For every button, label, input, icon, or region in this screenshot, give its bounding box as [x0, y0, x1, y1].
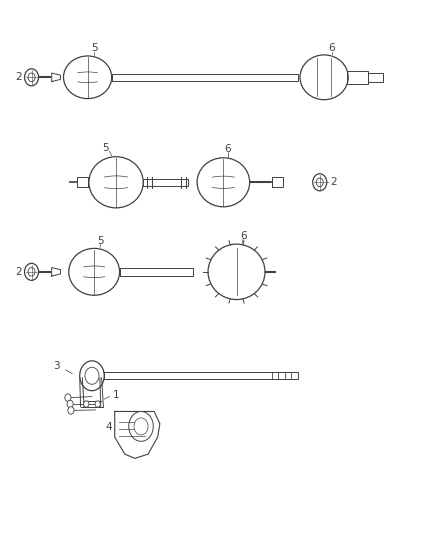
Bar	[112, 74, 298, 81]
Text: 5: 5	[97, 236, 104, 246]
Polygon shape	[272, 177, 283, 187]
Ellipse shape	[89, 157, 143, 208]
Ellipse shape	[64, 56, 112, 99]
Circle shape	[95, 401, 100, 407]
Bar	[104, 372, 298, 379]
Ellipse shape	[208, 244, 265, 300]
Circle shape	[316, 178, 323, 187]
Polygon shape	[52, 73, 60, 82]
Polygon shape	[77, 177, 88, 187]
Polygon shape	[115, 411, 160, 458]
Ellipse shape	[300, 55, 348, 100]
Text: 6: 6	[240, 231, 247, 240]
Circle shape	[129, 411, 153, 441]
Text: 2: 2	[15, 72, 22, 82]
Ellipse shape	[197, 158, 250, 207]
Polygon shape	[368, 73, 383, 82]
Circle shape	[134, 418, 148, 435]
Polygon shape	[52, 268, 60, 276]
Text: 5: 5	[102, 143, 109, 152]
Text: 3: 3	[53, 361, 60, 371]
Text: 2: 2	[330, 177, 337, 187]
Circle shape	[68, 407, 74, 414]
Circle shape	[25, 263, 39, 280]
Circle shape	[85, 367, 99, 384]
Text: 6: 6	[328, 43, 336, 53]
Text: 1: 1	[113, 391, 120, 400]
Circle shape	[80, 361, 104, 391]
Bar	[120, 268, 193, 276]
Circle shape	[84, 401, 89, 407]
Circle shape	[28, 268, 35, 276]
Text: 4: 4	[105, 423, 112, 432]
Polygon shape	[80, 378, 84, 407]
Circle shape	[25, 69, 39, 86]
Circle shape	[28, 73, 35, 82]
Bar	[143, 179, 188, 186]
Text: 6: 6	[224, 144, 231, 154]
Circle shape	[313, 174, 327, 191]
Circle shape	[65, 394, 71, 401]
Text: 2: 2	[15, 267, 22, 277]
Ellipse shape	[69, 248, 120, 295]
Polygon shape	[347, 71, 368, 84]
Circle shape	[67, 400, 73, 408]
Text: 5: 5	[91, 43, 98, 53]
Polygon shape	[100, 378, 103, 407]
